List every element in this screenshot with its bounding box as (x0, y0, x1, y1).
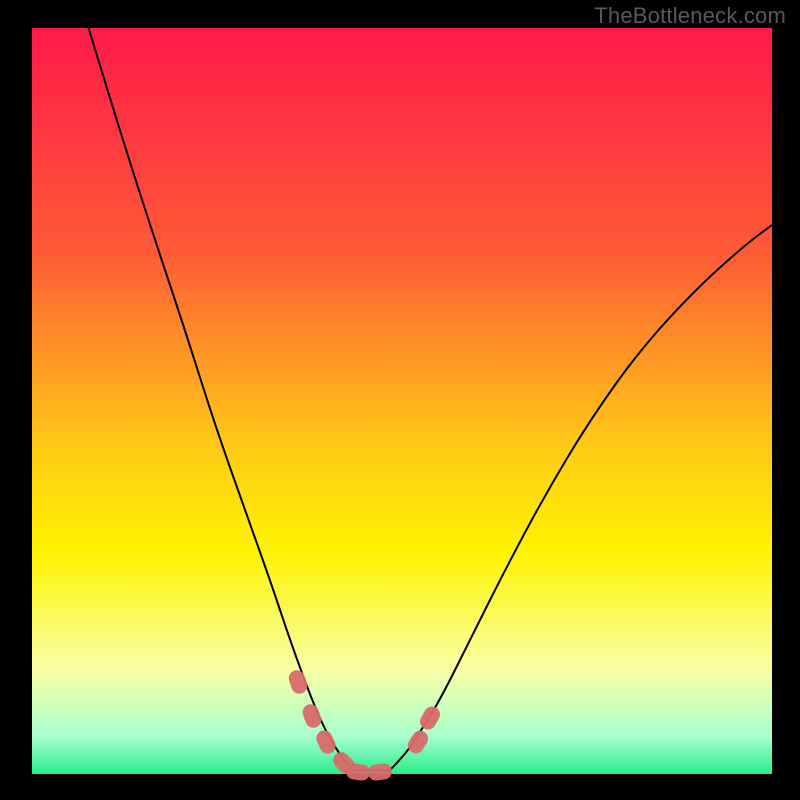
curve-layer (0, 0, 800, 800)
marker-group (287, 668, 443, 781)
marker-point (300, 702, 323, 730)
marker-point (417, 704, 443, 733)
bottleneck-curve (80, 0, 772, 770)
marker-point (314, 728, 339, 757)
marker-point (405, 728, 431, 757)
marker-point (367, 762, 393, 781)
marker-point (287, 668, 310, 696)
figure-root: TheBottleneck.com (0, 0, 800, 800)
